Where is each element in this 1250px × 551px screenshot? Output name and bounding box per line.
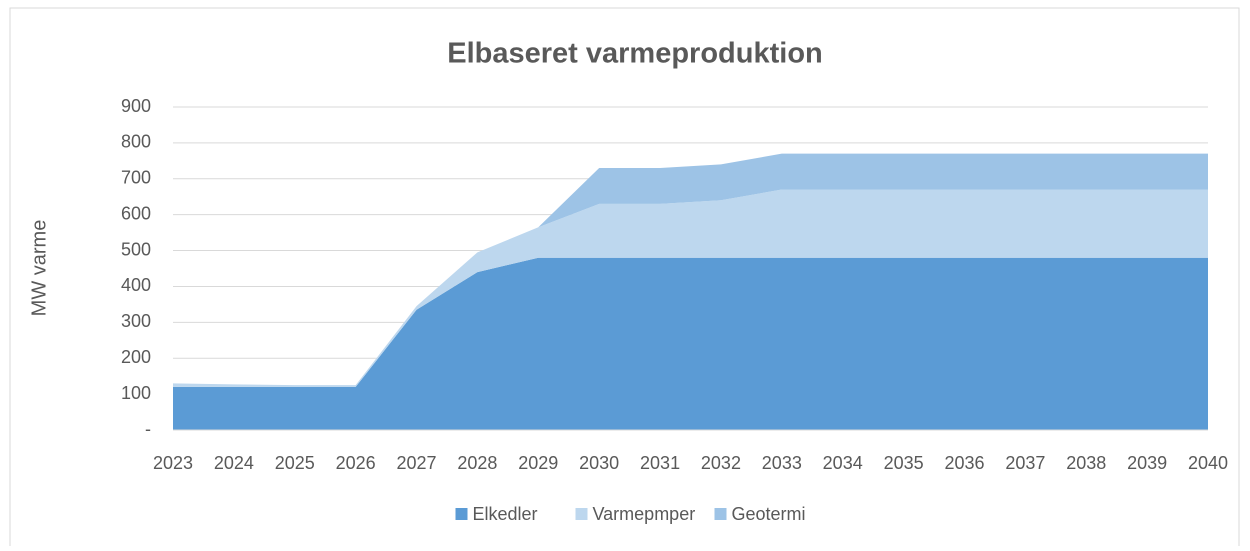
x-tick-label: 2027: [397, 453, 437, 473]
area: [173, 153, 1208, 386]
x-tick-label: 2024: [214, 453, 254, 473]
legend-swatch: [714, 508, 727, 520]
x-tick-label: 2025: [275, 453, 315, 473]
y-tick-label: 800: [121, 132, 151, 152]
area: [173, 257, 1208, 430]
x-tick-label: 2031: [640, 453, 680, 473]
legend-label: Varmepmper: [593, 504, 696, 524]
y-tick-label: 500: [121, 239, 151, 259]
x-tick-label: 2036: [944, 453, 984, 473]
legend-label: Elkedler: [473, 504, 538, 524]
x-tick-label: 2033: [762, 453, 802, 473]
legend-swatch: [575, 508, 588, 520]
x-tick-label: 2035: [884, 453, 924, 473]
y-tick-label: 400: [121, 275, 151, 295]
x-tick-label: 2023: [153, 453, 193, 473]
legend-swatch: [455, 508, 468, 520]
x-tick-label: 2037: [1005, 453, 1045, 473]
x-tick-label: 2038: [1066, 453, 1106, 473]
chart-title: Elbaseret varmeproduktion: [447, 38, 823, 70]
x-tick-label: 2026: [336, 453, 376, 473]
legend-label: Geotermi: [732, 504, 806, 524]
x-tick-label: 2028: [457, 453, 497, 473]
y-tick-label: 600: [121, 203, 151, 223]
y-tick-label: 200: [121, 347, 151, 367]
x-tick-label: 2029: [518, 453, 558, 473]
y-tick-label: 100: [121, 383, 151, 403]
y-tick-label: -: [145, 419, 151, 439]
x-tick-label: 2034: [823, 453, 863, 473]
x-tick-label: 2030: [579, 453, 619, 473]
y-tick-label: 700: [121, 168, 151, 188]
area: [173, 189, 1208, 387]
y-tick-label: 900: [121, 96, 151, 116]
y-tick-label: 300: [121, 311, 151, 331]
x-tick-label: 2039: [1127, 453, 1167, 473]
y-axis-label: MW varme: [28, 220, 50, 317]
x-tick-label: 2032: [701, 453, 741, 473]
x-tick-label: 2040: [1188, 453, 1228, 473]
